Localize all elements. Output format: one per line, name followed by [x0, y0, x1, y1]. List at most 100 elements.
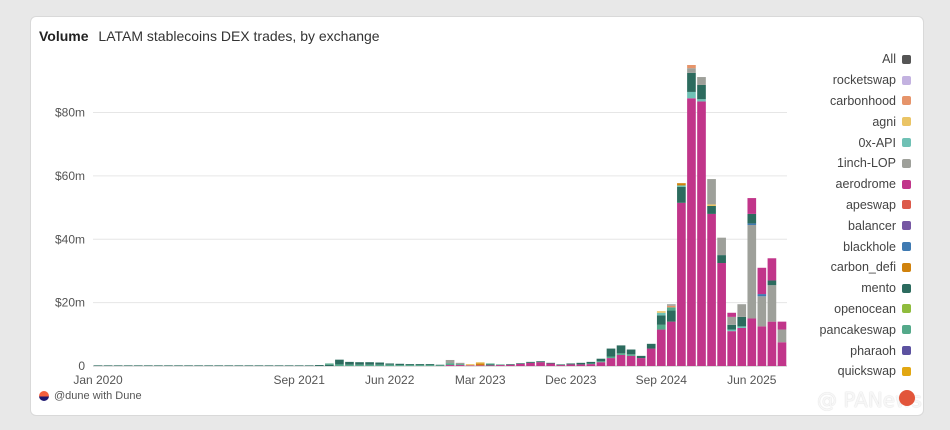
- y-tick-label: 0: [78, 359, 85, 373]
- legend-item-pancakeswap[interactable]: pancakeswap: [791, 319, 911, 340]
- legend-item-mento[interactable]: mento: [791, 278, 911, 299]
- legend-item-rocketswap[interactable]: rocketswap: [791, 70, 911, 91]
- bar-2024-08[interactable]: [646, 343, 656, 366]
- bar-2024-09[interactable]: [656, 311, 666, 366]
- bar-2022-07[interactable]: [395, 363, 405, 366]
- legend-item-carbon-defi[interactable]: carbon_defi: [791, 257, 911, 278]
- bar-2023-10[interactable]: [546, 362, 555, 366]
- bar-2025-09[interactable]: [777, 321, 787, 366]
- legend-item-aerodrome[interactable]: aerodrome: [791, 174, 911, 195]
- bar-2021-01[interactable]: [214, 365, 224, 366]
- bar-2021-02[interactable]: [224, 365, 234, 366]
- bar-2025-02[interactable]: [707, 179, 716, 366]
- bar-segment-mento: [214, 365, 224, 366]
- bar-2025-06[interactable]: [747, 198, 757, 366]
- bar-segment-mento: [656, 315, 666, 325]
- legend-item-carbonhood[interactable]: carbonhood: [791, 91, 911, 112]
- x-tick-label: Sep 2021: [273, 373, 325, 387]
- bar-2024-03[interactable]: [596, 358, 606, 366]
- bar-2023-11[interactable]: [556, 364, 566, 366]
- legend-item-openocean[interactable]: openocean: [791, 299, 911, 320]
- bar-segment-mento: [636, 355, 646, 359]
- bar-2025-08[interactable]: [767, 258, 777, 366]
- legend-item-blackhole[interactable]: blackhole: [791, 236, 911, 257]
- bar-2020-07[interactable]: [154, 365, 163, 366]
- bar-2023-05[interactable]: [496, 364, 505, 366]
- chart-metric-label: Volume: [39, 28, 89, 44]
- legend-item-0x-api[interactable]: 0x-API: [791, 132, 911, 153]
- bar-2022-10[interactable]: [425, 364, 435, 366]
- legend-label: 0x-API: [858, 135, 896, 150]
- bar-2023-03[interactable]: [475, 362, 485, 366]
- bar-2020-01[interactable]: [93, 365, 103, 366]
- bar-2024-07[interactable]: [636, 355, 646, 366]
- bar-segment-mento: [184, 365, 193, 366]
- bar-2023-08[interactable]: [526, 361, 535, 366]
- bar-2022-05[interactable]: [375, 362, 384, 366]
- bar-2022-06[interactable]: [385, 363, 395, 366]
- bar-segment-pancakeswap: [667, 307, 676, 311]
- bar-segment-mento: [566, 363, 576, 365]
- bar-2025-03[interactable]: [717, 237, 726, 366]
- legend-item-all[interactable]: All: [791, 49, 911, 70]
- bar-2024-10[interactable]: [667, 304, 676, 366]
- legend-item-balancer[interactable]: balancer: [791, 215, 911, 236]
- bar-2022-01[interactable]: [335, 359, 344, 366]
- bar-2020-06[interactable]: [143, 365, 153, 366]
- bar-2023-07[interactable]: [516, 363, 525, 366]
- bar-2020-10[interactable]: [184, 365, 193, 366]
- bar-2024-12[interactable]: [687, 65, 696, 366]
- legend-item-1inch-lop[interactable]: 1inch-LOP: [791, 153, 911, 174]
- x-tick-label: Sep 2024: [636, 373, 688, 387]
- bar-2022-08[interactable]: [405, 364, 415, 366]
- legend-item-agni[interactable]: agni: [791, 111, 911, 132]
- bar-2023-09[interactable]: [536, 361, 545, 366]
- bar-2022-11[interactable]: [435, 364, 445, 366]
- legend-swatch: [902, 325, 911, 335]
- bar-2025-07[interactable]: [757, 267, 767, 366]
- bar-2022-12[interactable]: [445, 359, 455, 366]
- bar-2021-11[interactable]: [314, 365, 324, 366]
- legend-item-apeswap[interactable]: apeswap: [791, 195, 911, 216]
- bar-2020-11[interactable]: [194, 365, 203, 366]
- bar-2024-11[interactable]: [677, 183, 686, 366]
- bar-2021-06[interactable]: [264, 365, 274, 366]
- bar-2023-04[interactable]: [485, 363, 495, 366]
- legend-item-pharaoh[interactable]: pharaoh: [791, 340, 911, 361]
- bar-2021-05[interactable]: [254, 365, 264, 366]
- bar-segment-pancakeswap: [485, 363, 495, 365]
- bar-2025-05[interactable]: [737, 304, 747, 366]
- bar-2025-01[interactable]: [697, 77, 706, 367]
- bar-2022-03[interactable]: [355, 362, 364, 366]
- bar-2020-12[interactable]: [204, 365, 213, 366]
- bar-segment-1inch-LOP: [737, 304, 747, 317]
- bar-2023-06[interactable]: [506, 364, 515, 366]
- bar-2020-02[interactable]: [103, 365, 113, 366]
- bar-2024-04[interactable]: [606, 348, 616, 366]
- bar-2020-05[interactable]: [133, 365, 143, 366]
- y-tick-label: $40m: [55, 232, 85, 246]
- bar-2024-06[interactable]: [626, 349, 636, 366]
- bar-2021-09[interactable]: [294, 365, 304, 366]
- bar-2024-05[interactable]: [616, 345, 626, 366]
- bar-2023-12[interactable]: [566, 363, 576, 366]
- bar-2021-10[interactable]: [304, 365, 314, 366]
- bar-2020-04[interactable]: [123, 365, 133, 366]
- bar-2021-08[interactable]: [284, 365, 294, 366]
- bar-2022-02[interactable]: [345, 361, 354, 366]
- bar-2023-02[interactable]: [465, 364, 475, 366]
- bar-2022-04[interactable]: [365, 362, 374, 366]
- bar-2021-03[interactable]: [234, 365, 244, 366]
- bar-2020-09[interactable]: [174, 365, 183, 366]
- bar-2025-04[interactable]: [727, 312, 737, 366]
- bar-2021-07[interactable]: [274, 365, 284, 366]
- bar-2021-12[interactable]: [325, 363, 334, 366]
- bar-2020-08[interactable]: [164, 365, 173, 366]
- bar-2024-01[interactable]: [576, 362, 586, 366]
- legend-item-quickswap[interactable]: quickswap: [791, 361, 911, 382]
- bar-2023-01[interactable]: [455, 362, 465, 366]
- bar-2022-09[interactable]: [415, 364, 425, 366]
- bar-2020-03[interactable]: [113, 365, 123, 366]
- bar-2021-04[interactable]: [244, 365, 254, 366]
- bar-2024-02[interactable]: [586, 361, 596, 366]
